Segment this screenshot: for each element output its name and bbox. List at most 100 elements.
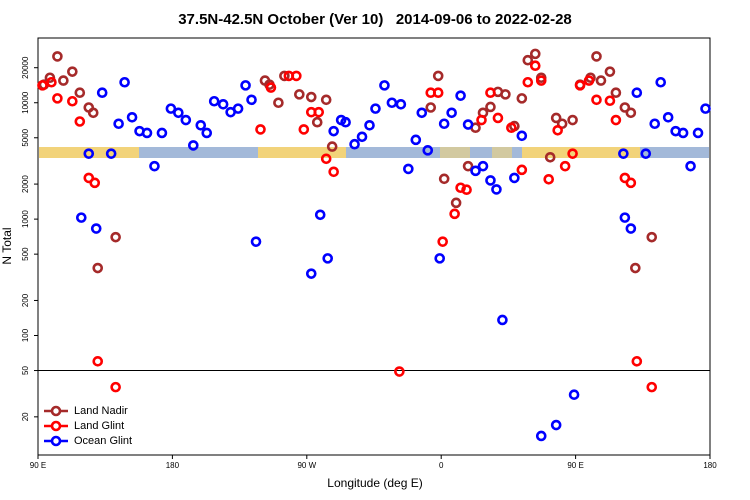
point (379, 80, 390, 91)
point (105, 148, 117, 159)
point (492, 112, 504, 124)
point (485, 175, 496, 186)
point (610, 114, 622, 126)
point (386, 97, 398, 109)
point (529, 48, 541, 60)
point (649, 118, 661, 130)
point (522, 76, 534, 88)
point (294, 89, 305, 100)
y-tick-label: 100 (21, 328, 30, 342)
point (173, 107, 184, 119)
point (322, 253, 334, 264)
point (422, 145, 434, 156)
x-tick-label: 90 W (297, 461, 316, 470)
point (583, 75, 595, 86)
point (438, 173, 450, 185)
point (305, 91, 317, 103)
x-axis-label: Longitude (deg E) (327, 476, 422, 490)
point (646, 231, 658, 243)
point (425, 102, 437, 113)
point (610, 87, 622, 98)
point (67, 95, 78, 107)
point (432, 70, 444, 82)
x-tick-label: 180 (166, 461, 180, 470)
chart-title: 37.5N-42.5N October (Ver 10) 2014-09-06 … (178, 11, 572, 28)
point (568, 389, 580, 400)
point (279, 70, 290, 82)
point (126, 111, 138, 123)
legend-label: Land Glint (74, 420, 124, 432)
x-tick-label: 90 E (30, 461, 46, 470)
point (630, 262, 641, 274)
point (326, 141, 338, 152)
point (394, 366, 405, 377)
point (37, 80, 48, 91)
point (311, 116, 323, 128)
point (240, 80, 251, 91)
point (437, 236, 448, 247)
point (619, 172, 631, 184)
point (92, 356, 104, 367)
point (403, 163, 414, 175)
point (320, 94, 332, 106)
y-tick-label: 10000 (21, 91, 30, 114)
point (250, 236, 262, 247)
point (559, 160, 571, 172)
y-tick-label: 20000 (21, 56, 30, 79)
point (273, 97, 284, 109)
point (165, 103, 177, 114)
point (646, 381, 658, 393)
y-tick-label: 500 (21, 247, 30, 261)
point (477, 160, 489, 172)
point (46, 76, 57, 88)
point (550, 419, 562, 431)
point (119, 76, 130, 88)
point (516, 130, 528, 142)
point (449, 208, 460, 220)
point (604, 66, 616, 77)
point (550, 112, 562, 124)
y-tick-label: 1000 (21, 210, 30, 228)
point (567, 148, 578, 159)
point (625, 107, 637, 119)
point (83, 172, 95, 184)
point (631, 87, 643, 98)
point (89, 177, 101, 189)
point (52, 51, 63, 62)
point (340, 116, 351, 128)
point (595, 75, 607, 86)
x-tick-label: 180 (703, 461, 717, 470)
point (74, 87, 86, 98)
point (328, 125, 339, 137)
point (58, 75, 69, 86)
point (476, 114, 487, 126)
point (567, 114, 578, 126)
point (552, 124, 563, 136)
point (349, 138, 360, 150)
legend-label: Ocean Glint (74, 435, 132, 447)
point (618, 148, 629, 159)
y-tick-label: 200 (21, 293, 30, 307)
point (298, 124, 310, 135)
point (470, 165, 481, 177)
point (625, 223, 637, 234)
point (314, 209, 326, 221)
point (313, 106, 325, 118)
point (535, 75, 547, 86)
point (455, 182, 466, 194)
point (438, 118, 450, 130)
point (92, 262, 104, 274)
point (640, 148, 652, 159)
point (516, 164, 528, 176)
point (201, 127, 213, 139)
point (188, 140, 199, 151)
point (110, 381, 121, 393)
x-tick-label: 0 (439, 461, 444, 470)
legend-marker (50, 405, 62, 417)
point (255, 124, 266, 135)
y-axis-label: N Total (0, 227, 14, 264)
point (619, 102, 631, 113)
point (156, 127, 168, 139)
point (574, 80, 586, 91)
point (692, 127, 704, 139)
